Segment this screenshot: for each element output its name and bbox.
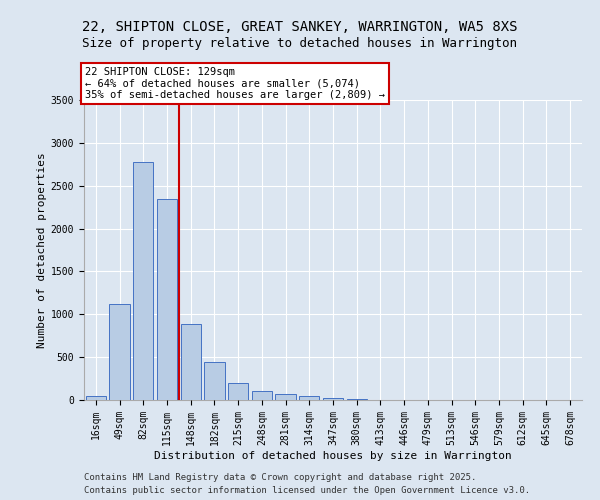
Bar <box>347 399 367 400</box>
Bar <box>275 394 296 400</box>
Bar <box>205 362 224 400</box>
Bar <box>299 396 319 400</box>
Bar <box>228 383 248 400</box>
Text: Size of property relative to detached houses in Warrington: Size of property relative to detached ho… <box>83 38 517 51</box>
Bar <box>181 324 201 400</box>
Text: 22, SHIPTON CLOSE, GREAT SANKEY, WARRINGTON, WA5 8XS: 22, SHIPTON CLOSE, GREAT SANKEY, WARRING… <box>82 20 518 34</box>
Bar <box>252 391 272 400</box>
Bar <box>323 398 343 400</box>
X-axis label: Distribution of detached houses by size in Warrington: Distribution of detached houses by size … <box>154 450 512 460</box>
Text: Contains HM Land Registry data © Crown copyright and database right 2025.: Contains HM Land Registry data © Crown c… <box>84 474 476 482</box>
Bar <box>157 200 177 400</box>
Text: Contains public sector information licensed under the Open Government Licence v3: Contains public sector information licen… <box>84 486 530 495</box>
Text: 22 SHIPTON CLOSE: 129sqm
← 64% of detached houses are smaller (5,074)
35% of sem: 22 SHIPTON CLOSE: 129sqm ← 64% of detach… <box>85 67 385 100</box>
Y-axis label: Number of detached properties: Number of detached properties <box>37 152 47 348</box>
Bar <box>86 396 106 400</box>
Bar <box>109 304 130 400</box>
Bar <box>133 162 154 400</box>
